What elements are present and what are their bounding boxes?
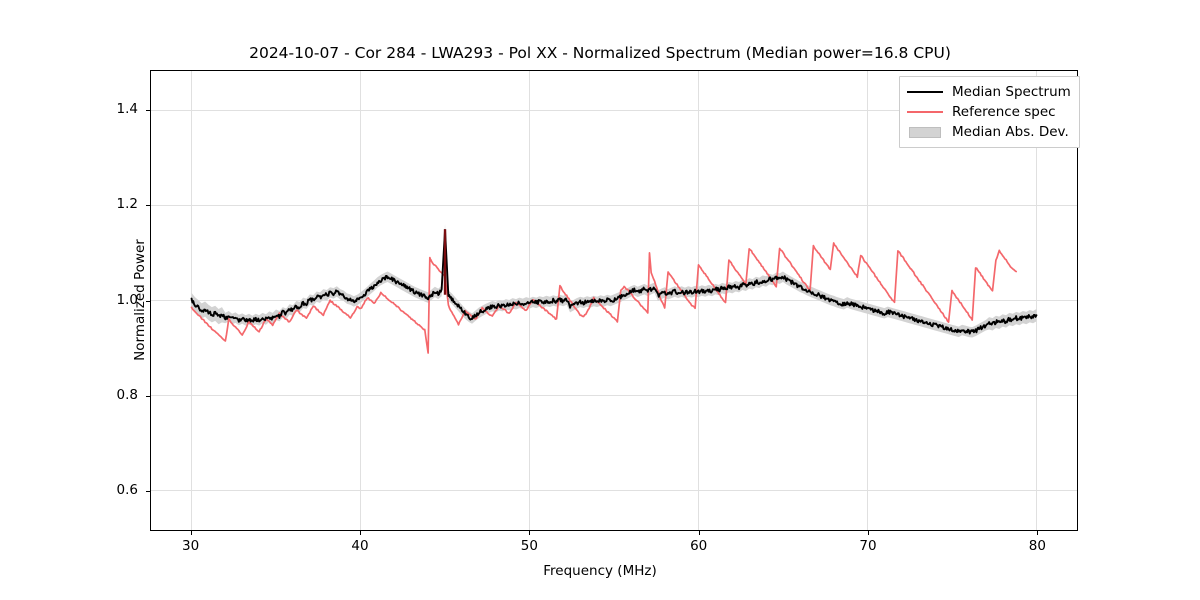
- x-tick-mark: [190, 531, 192, 535]
- legend-patch-icon: [907, 125, 943, 139]
- chart-legend: Median Spectrum Reference spec Median Ab…: [899, 76, 1080, 148]
- y-tick-label: 0.8: [116, 386, 138, 403]
- x-tick-label: 40: [351, 538, 369, 554]
- legend-label: Median Spectrum: [952, 84, 1071, 100]
- legend-item-reference-spec: Reference spec: [907, 102, 1071, 122]
- y-tick-label: 1.4: [116, 100, 138, 117]
- x-tick-label: 80: [1028, 538, 1046, 554]
- legend-label: Median Abs. Dev.: [952, 124, 1069, 140]
- y-tick-mark: [146, 300, 150, 302]
- x-tick-mark: [359, 531, 362, 535]
- x-axis-label: Frequency (MHz): [543, 563, 657, 579]
- y-tick-mark: [146, 109, 150, 111]
- gridlines: [151, 71, 1077, 530]
- legend-line-icon: [907, 85, 943, 99]
- x-tick-label: 70: [859, 538, 877, 554]
- legend-item-median-spectrum: Median Spectrum: [907, 82, 1071, 102]
- x-tick-mark: [868, 531, 870, 535]
- x-tick-mark: [1037, 531, 1039, 535]
- x-tick-mark: [698, 531, 700, 535]
- y-tick-mark: [146, 205, 150, 207]
- series-line: [190, 229, 1038, 335]
- legend-item-median-abs-dev: Median Abs. Dev.: [907, 122, 1071, 142]
- page-title: 2024-10-07 - Cor 284 - LWA293 - Pol XX -…: [249, 44, 951, 62]
- y-tick-label: 1.0: [116, 291, 138, 308]
- median-abs-dev-band: [191, 224, 1037, 338]
- y-tick-label: 1.2: [116, 196, 138, 213]
- data-series-layer: [190, 224, 1038, 354]
- y-tick-label: 0.6: [116, 482, 138, 499]
- legend-line-icon: [907, 105, 943, 119]
- x-tick-label: 60: [690, 538, 708, 554]
- x-tick-mark: [529, 531, 531, 535]
- y-tick-mark: [146, 491, 150, 493]
- x-tick-label: 50: [520, 538, 538, 554]
- legend-label: Reference spec: [952, 104, 1056, 120]
- x-tick-label: 30: [182, 538, 200, 554]
- y-tick-mark: [146, 395, 150, 398]
